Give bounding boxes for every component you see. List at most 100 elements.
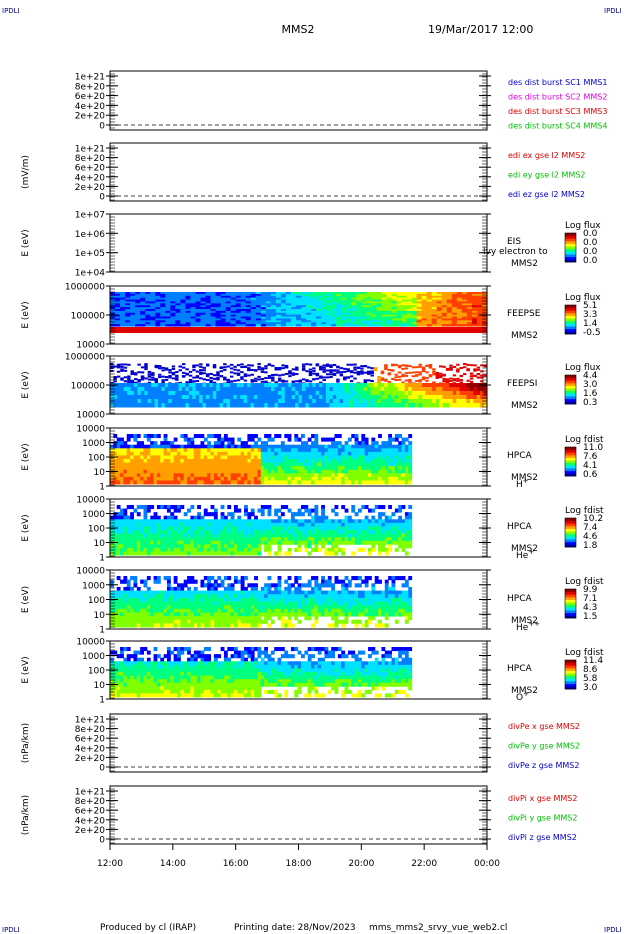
- spectrogram-cell: [193, 434, 198, 439]
- spectrogram-cell: [205, 320, 212, 323]
- spectrogram-cell: [290, 303, 297, 306]
- spectrogram-cell: [130, 383, 135, 388]
- spectrogram-cell: [284, 391, 289, 396]
- spectrogram-cell: [195, 295, 202, 299]
- spectrogram-cell: [250, 297, 257, 301]
- spectrogram-cell: [307, 544, 312, 549]
- spectrogram-cell: [337, 547, 342, 552]
- spectrogram-cell: [297, 512, 302, 517]
- spectrogram-cell: [287, 480, 292, 485]
- colorbar-tick-label: 0.0: [583, 238, 598, 248]
- spectrogram-cell: [361, 473, 366, 478]
- spectrogram-cell: [164, 399, 169, 404]
- spectrogram-cell: [110, 473, 114, 478]
- spectrogram-cell: [190, 469, 195, 474]
- spectrogram-cell: [321, 295, 327, 299]
- spectrogram-cell: [183, 434, 188, 439]
- spectrogram-cell: [187, 480, 191, 485]
- spectrogram-cell: [284, 383, 289, 388]
- spectrogram-cell: [290, 448, 295, 453]
- spectrogram-cell: [267, 512, 272, 517]
- spectrogram-cell: [274, 508, 279, 513]
- spectrogram-cell: [411, 303, 418, 306]
- spectrogram-cell: [160, 314, 166, 318]
- spectrogram-cell: [297, 547, 302, 552]
- spectrogram-cell: [411, 320, 418, 323]
- spectrogram-cell: [371, 462, 376, 467]
- spectrogram-cell: [334, 459, 339, 464]
- spectrogram-cell: [396, 301, 403, 304]
- spectrogram-cell: [227, 476, 232, 481]
- spectrogram-cell: [332, 383, 337, 388]
- spectrogram-cell: [237, 437, 242, 442]
- spectrogram-cell: [386, 324, 393, 327]
- spectrogram-cell: [160, 299, 166, 303]
- spectrogram-cell: [334, 466, 339, 471]
- spectrogram-cell: [180, 451, 185, 456]
- spectrogram-cell: [125, 303, 131, 306]
- spectrogram-cell: [253, 399, 258, 404]
- corner-label-top-left: IPDLI: [2, 7, 20, 15]
- spectrogram-cell: [277, 540, 282, 545]
- spectrogram-cell: [153, 519, 158, 524]
- spectrogram-cell: [481, 303, 488, 306]
- spectrogram-cell: [110, 551, 114, 556]
- spectrogram-cell: [349, 370, 354, 373]
- spectrogram-cell: [311, 444, 315, 449]
- spectrogram-cell: [446, 297, 453, 301]
- spectrogram-cell: [476, 383, 481, 388]
- spectrogram-cell: [371, 293, 378, 297]
- spectrogram-cell: [257, 437, 262, 442]
- spectrogram-cell: [164, 403, 169, 408]
- spectrogram-cell: [223, 437, 228, 442]
- spectrogram-cell: [110, 320, 116, 323]
- spectrogram-cell: [425, 391, 430, 396]
- spectrogram-cell: [315, 377, 320, 380]
- spectrogram-cell: [463, 399, 467, 404]
- spectrogram-cell: [428, 374, 433, 377]
- spectrogram-cell: [311, 515, 315, 520]
- spectrogram-cell: [396, 314, 403, 318]
- spectrogram-cell: [331, 508, 336, 513]
- y-tick-label: 2e+20: [75, 183, 106, 193]
- spectrogram-cell: [225, 324, 232, 327]
- spectrogram-cell: [250, 455, 255, 460]
- spectrogram-cell: [432, 381, 436, 384]
- spectrogram-cell: [371, 455, 376, 460]
- spectrogram-cell: [317, 547, 322, 552]
- spectrogram-cell: [326, 320, 332, 323]
- spectrogram-cell: [280, 441, 285, 446]
- spectrogram-cell: [155, 314, 161, 318]
- spectrogram-cell: [120, 540, 124, 545]
- spectrogram-cell: [257, 459, 262, 464]
- spectrogram-cell: [197, 448, 201, 453]
- spectrogram-cell: [144, 399, 149, 404]
- spectrogram-cell: [274, 466, 279, 471]
- spectrogram-cell: [216, 387, 221, 392]
- spectrogram-cell: [217, 466, 222, 471]
- spectrogram-cell: [175, 395, 180, 400]
- spectrogram-cell: [136, 448, 141, 453]
- spectrogram-cell: [466, 303, 473, 306]
- spectrogram-cell: [209, 376, 213, 379]
- spectrogram-cell: [381, 480, 386, 485]
- spectrogram-cell: [215, 309, 222, 312]
- spectrogram-cell: [250, 310, 257, 314]
- spectrogram-cell: [120, 448, 124, 453]
- spectrogram-cell: [150, 526, 155, 531]
- spectrogram-cell: [163, 530, 168, 535]
- spectrogram-cell: [188, 391, 193, 396]
- spectrogram-cell: [436, 310, 443, 314]
- spectrogram-cell: [418, 363, 422, 366]
- spectrogram-cell: [267, 544, 272, 549]
- spectrogram-cell: [456, 314, 463, 318]
- spectrogram-cell: [120, 322, 126, 325]
- spectrogram-cell: [378, 444, 382, 449]
- spectrogram-cell: [110, 522, 114, 527]
- spectrogram-cell: [140, 533, 145, 538]
- figure-title: MMS2: [282, 23, 315, 36]
- spectrogram-cell: [213, 515, 218, 520]
- spectrogram-cell: [281, 403, 286, 408]
- spectrogram-cell: [175, 314, 181, 318]
- spectrogram-cell: [366, 305, 372, 308]
